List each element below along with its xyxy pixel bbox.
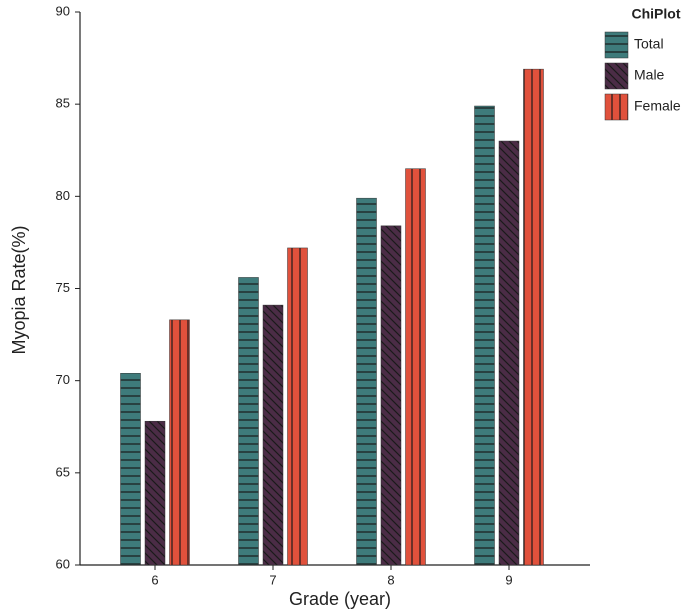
x-axis-title: Grade (year) xyxy=(289,589,391,609)
y-tick-label: 65 xyxy=(56,464,70,479)
x-tick-label: 8 xyxy=(387,572,394,587)
legend-label: Female xyxy=(634,98,681,114)
bar xyxy=(262,304,284,566)
bar xyxy=(523,68,544,566)
bar xyxy=(405,168,426,566)
y-tick-label: 60 xyxy=(56,556,70,571)
legend-label: Male xyxy=(634,67,665,83)
legend-swatch xyxy=(604,93,629,121)
legend-swatch xyxy=(604,62,629,90)
bar xyxy=(474,105,495,566)
bar xyxy=(144,420,166,566)
legend-label: Total xyxy=(634,36,664,52)
bar xyxy=(238,277,259,566)
bar xyxy=(356,197,377,566)
x-tick-label: 7 xyxy=(269,572,276,587)
y-tick-label: 80 xyxy=(56,188,70,203)
y-tick-label: 75 xyxy=(56,280,70,295)
y-axis-title: Myopia Rate(%) xyxy=(9,225,29,354)
y-tick-label: 70 xyxy=(56,372,70,387)
bar xyxy=(169,319,190,566)
x-tick-label: 9 xyxy=(505,572,512,587)
bar xyxy=(287,247,308,566)
y-tick-label: 90 xyxy=(56,3,70,18)
bar xyxy=(120,373,141,566)
legend-swatch xyxy=(604,31,629,59)
legend-title: ChiPlot xyxy=(632,6,681,22)
x-tick-label: 6 xyxy=(151,572,158,587)
bar xyxy=(380,225,402,566)
bar xyxy=(498,140,520,566)
y-tick-label: 85 xyxy=(56,96,70,111)
